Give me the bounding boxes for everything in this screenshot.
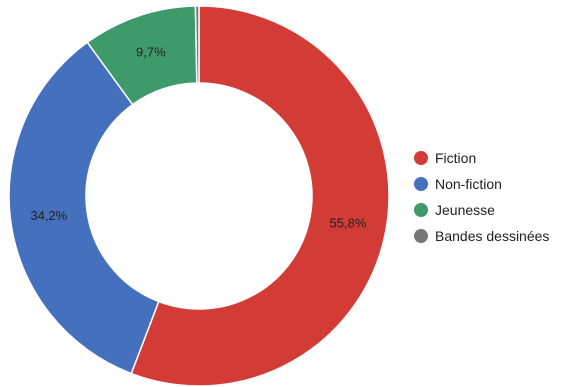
slice-label-non-fiction: 34,2% [30, 208, 67, 223]
legend-label-fiction: Fiction [435, 150, 476, 166]
legend: Fiction Non-fiction Jeunesse Bandes dessiné… [414, 150, 549, 244]
legend-item-fiction: Fiction [414, 150, 476, 166]
legend-label-non-fiction: Non-fiction [435, 176, 502, 192]
legend-item-jeunesse: Jeunesse [414, 202, 495, 218]
slice-fiction [130, 5, 390, 387]
legend-label-bandes-dessinees: Bandes dessinées [435, 228, 549, 244]
legend-swatch-jeunesse [414, 203, 428, 217]
slice-label-jeunesse: 9,7% [136, 44, 166, 59]
slice-labels: 55,8% 34,2% 9,7% [30, 44, 366, 230]
donut-slices [8, 5, 390, 387]
legend-swatch-fiction [414, 151, 428, 165]
slice-non-fiction [8, 41, 160, 375]
slice-label-fiction: 55,8% [330, 215, 367, 230]
legend-item-bandes-dessinees: Bandes dessinées [414, 228, 549, 244]
legend-swatch-bandes-dessinees [414, 229, 428, 243]
slice-bandes-dessinees [194, 5, 200, 84]
legend-item-non-fiction: Non-fiction [414, 176, 502, 192]
legend-swatch-non-fiction [414, 177, 428, 191]
legend-label-jeunesse: Jeunesse [435, 202, 495, 218]
